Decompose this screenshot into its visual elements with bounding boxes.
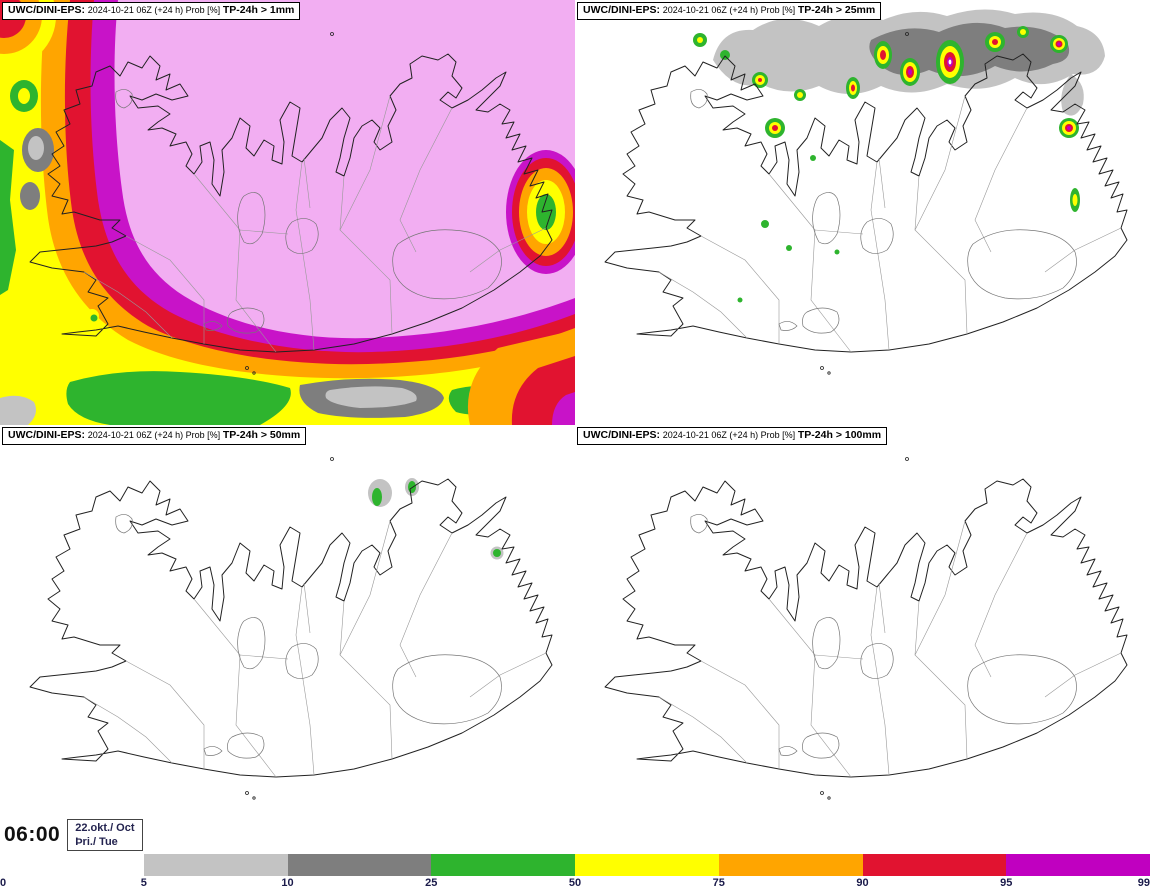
spot <box>752 72 768 88</box>
map-25mm <box>604 9 1128 375</box>
colorbar-tick: 10 <box>281 877 294 889</box>
model-label: UWC/DINI-EPS: <box>583 429 660 441</box>
colorbar-segment <box>0 854 144 876</box>
colorbar-segment <box>1006 854 1150 876</box>
colorbar-tick: 95 <box>1000 877 1013 889</box>
colorbar-tick: 75 <box>712 877 725 889</box>
threshold-label: TP-24h > 50mm <box>222 429 301 441</box>
threshold-label: TP-24h > 1mm <box>222 4 295 16</box>
date-day: 22.okt./ Oct <box>75 822 135 834</box>
footer: 06:00 22.okt./ Oct Þri./ Tue 0 5 10 25 50 75 9… <box>0 818 1150 891</box>
run-label: 2024-10-21 06Z (+24 h) Prob [%] <box>87 5 221 15</box>
map-100mm <box>604 457 1128 800</box>
run-label: 2024-10-21 06Z (+24 h) Prob [%] <box>662 430 796 440</box>
spot <box>794 89 806 101</box>
spot <box>936 40 964 84</box>
colorbar-segment <box>287 854 432 876</box>
spot <box>900 58 920 86</box>
datetime-box: 06:00 22.okt./ Oct Þri./ Tue <box>0 818 149 852</box>
map-grid: UWC/DINI-EPS: 2024-10-21 06Z (+24 h) Pro… <box>0 0 1150 850</box>
map-panel-1mm: UWC/DINI-EPS: 2024-10-21 06Z (+24 h) Pro… <box>0 0 575 425</box>
map-50mm <box>29 457 553 800</box>
colorbar-segment <box>431 854 575 876</box>
date-weekday: Þri./ Tue <box>75 836 118 848</box>
spot <box>1059 118 1079 138</box>
colorbar-tick: 5 <box>140 877 147 889</box>
model-label: UWC/DINI-EPS: <box>583 4 660 16</box>
run-label: 2024-10-21 06Z (+24 h) Prob [%] <box>662 5 796 15</box>
map-panel-100mm: UWC/DINI-EPS: 2024-10-21 06Z (+24 h) Pro… <box>575 425 1150 850</box>
colorbar-segment <box>862 854 1007 876</box>
spot <box>846 77 860 99</box>
panel-title-50mm: UWC/DINI-EPS: 2024-10-21 06Z (+24 h) Pro… <box>2 427 307 445</box>
model-label: UWC/DINI-EPS: <box>8 4 85 16</box>
spot <box>1070 188 1080 212</box>
colorbar-tick: 50 <box>568 877 582 889</box>
colorbar-segment <box>143 854 288 876</box>
probability-field-25mm <box>693 9 1105 303</box>
colorbar-segment <box>575 854 719 876</box>
threshold-label: TP-24h > 100mm <box>797 429 882 441</box>
map-1mm <box>0 0 575 425</box>
model-label: UWC/DINI-EPS: <box>8 429 85 441</box>
colorbar-tick-labels: 0 5 10 25 50 75 90 95 99 <box>0 876 1150 891</box>
probability-field-1mm <box>0 0 575 425</box>
spot <box>874 41 892 69</box>
panel-title-25mm: UWC/DINI-EPS: 2024-10-21 06Z (+24 h) Pro… <box>577 2 882 20</box>
panel-title-100mm: UWC/DINI-EPS: 2024-10-21 06Z (+24 h) Pro… <box>577 427 888 445</box>
colorbar-tick: 90 <box>856 877 869 889</box>
threshold-label: TP-24h > 25mm <box>797 4 876 16</box>
colorbar-tick: 0 <box>0 877 7 889</box>
valid-time: 06:00 <box>4 823 61 846</box>
colorbar-tick: 99 <box>1137 877 1150 889</box>
map-panel-50mm: UWC/DINI-EPS: 2024-10-21 06Z (+24 h) Pro… <box>0 425 575 850</box>
map-panel-25mm: UWC/DINI-EPS: 2024-10-21 06Z (+24 h) Pro… <box>575 0 1150 425</box>
date-box: 22.okt./ Oct Þri./ Tue <box>67 819 143 851</box>
run-label: 2024-10-21 06Z (+24 h) Prob [%] <box>87 430 221 440</box>
spot <box>765 118 785 138</box>
probability-field-50mm <box>368 478 504 560</box>
spot <box>693 33 707 47</box>
spot <box>1017 26 1029 38</box>
probability-colorbar <box>0 854 1150 876</box>
spot <box>985 32 1005 52</box>
spot <box>1050 35 1068 53</box>
colorbar-tick: 25 <box>425 877 438 889</box>
colorbar-segment <box>718 854 863 876</box>
panel-title-1mm: UWC/DINI-EPS: 2024-10-21 06Z (+24 h) Pro… <box>2 2 301 20</box>
